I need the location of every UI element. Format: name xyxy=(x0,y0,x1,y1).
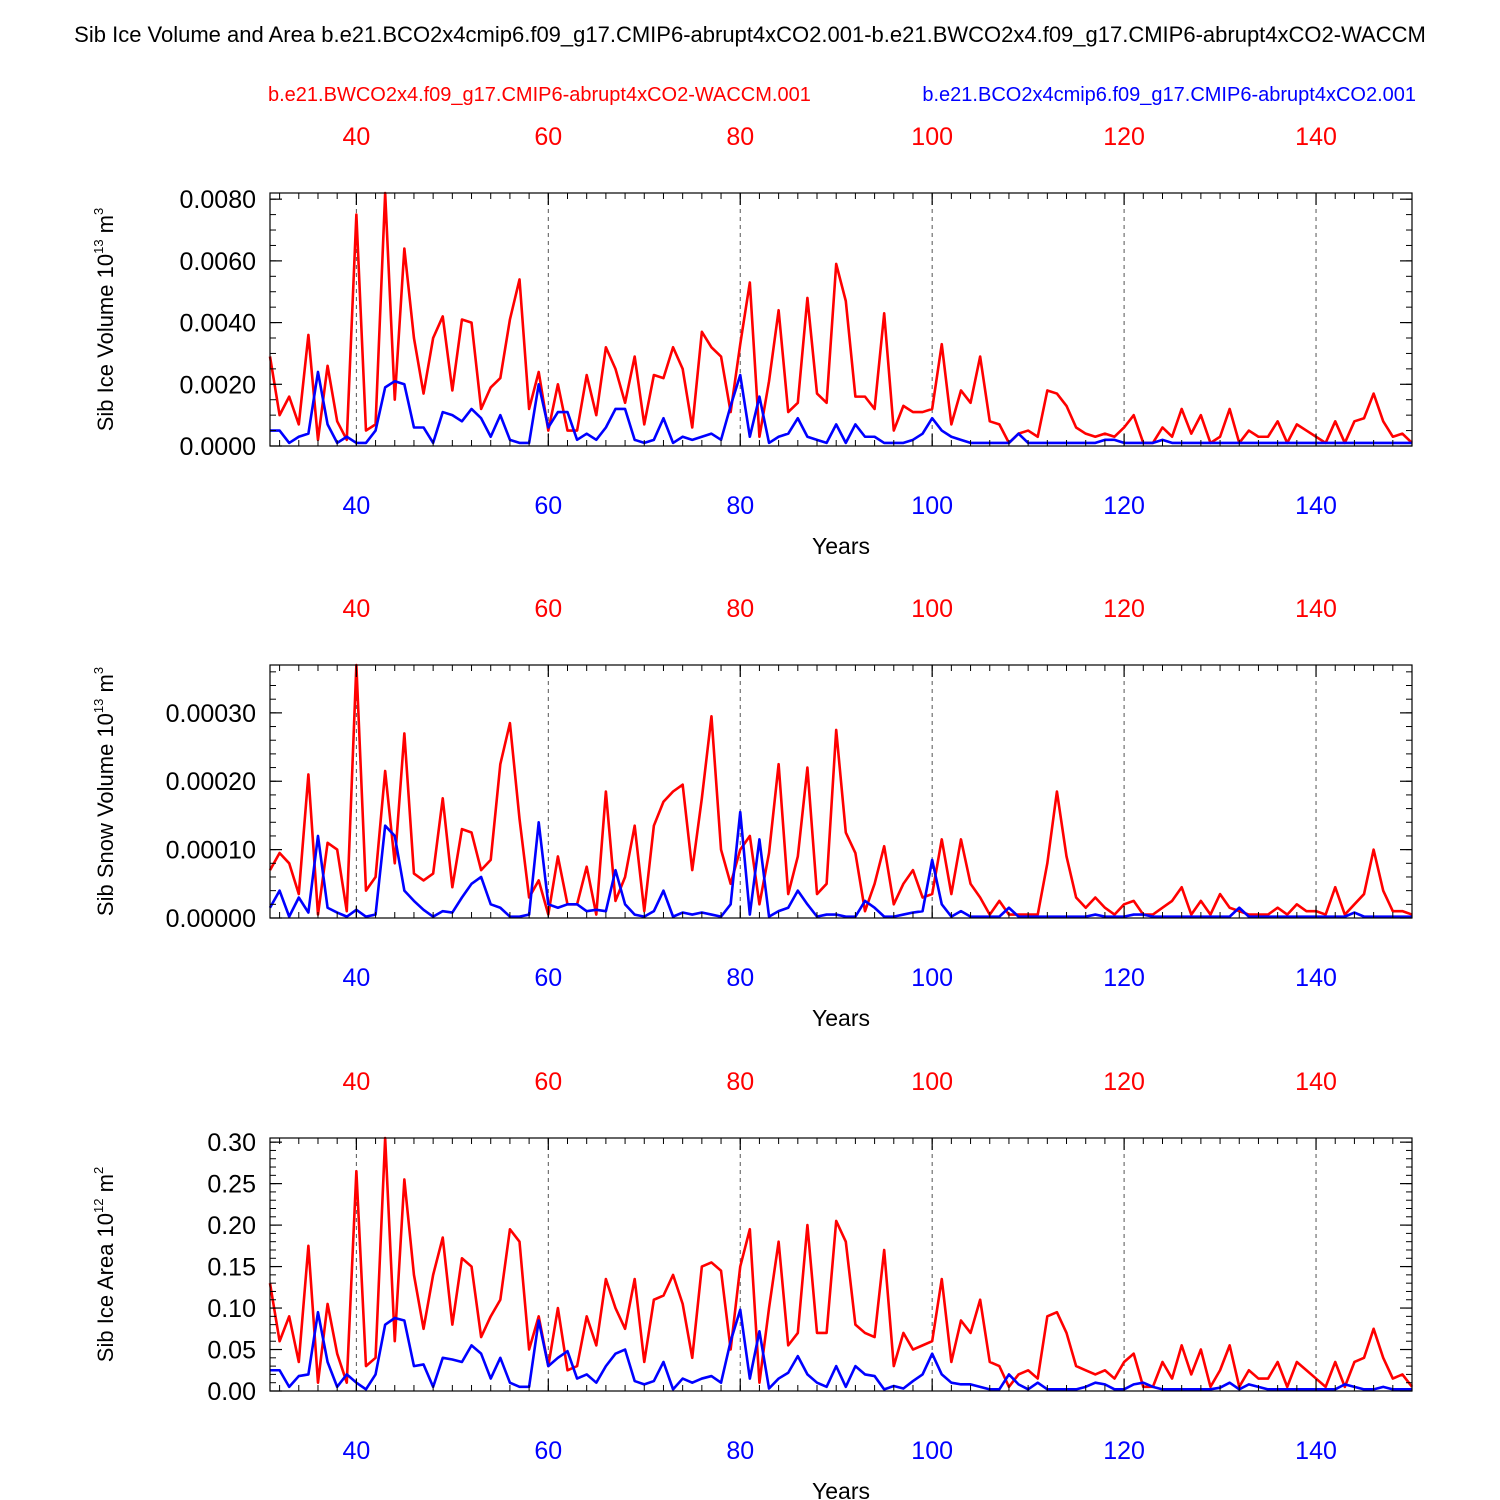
series-line-blue xyxy=(268,810,1412,918)
panel-1: 0.0000 0.0020 0.0040 0.0060 0.0080 40 40 60 60 80… xyxy=(91,123,1413,559)
x-tick-label-top: 80 xyxy=(726,123,754,151)
x-tick-label-bottom: 60 xyxy=(534,964,562,992)
x-tick-label-bottom: 40 xyxy=(342,1437,370,1465)
y-axis-title: Sib Snow Volume 1013 m3 xyxy=(91,667,118,916)
x-tick-label-top: 120 xyxy=(1103,1068,1145,1096)
x-axis-title: Years xyxy=(812,533,870,559)
x-tick-label-bottom: 120 xyxy=(1103,964,1145,992)
legend-blue-label: b.e21.BCO2x4cmip6.f09_g17.CMIP6-abrupt4x… xyxy=(922,84,1416,106)
x-tick-label-top: 40 xyxy=(342,1068,370,1096)
x-tick-label-bottom: 80 xyxy=(726,1437,754,1465)
panel-2: 0.00000 0.00010 0.00020 0.00030 40 40 60 60 80 80… xyxy=(91,595,1413,1031)
y-tick-label: 0.15 xyxy=(207,1254,256,1282)
x-tick-label-bottom: 140 xyxy=(1295,964,1337,992)
y-tick-label: 0.0080 xyxy=(180,186,256,214)
x-tick-label-top: 60 xyxy=(534,595,562,623)
series-line-red xyxy=(268,663,1413,916)
x-tick-label-top: 140 xyxy=(1295,123,1337,151)
y-tick-label: 0.0060 xyxy=(180,248,256,276)
y-tick-label: 0.10 xyxy=(207,1295,256,1323)
x-tick-label-bottom: 80 xyxy=(726,492,754,520)
x-tick-label-bottom: 140 xyxy=(1295,492,1337,520)
main-title: Sib Ice Volume and Area b.e21.BCO2x4cmip… xyxy=(74,22,1426,47)
x-tick-label-bottom: 120 xyxy=(1103,492,1145,520)
x-tick-label-top: 100 xyxy=(911,1068,953,1096)
x-tick-label-top: 40 xyxy=(342,123,370,151)
y-tick-label: 0.00020 xyxy=(166,768,256,796)
x-tick-label-top: 120 xyxy=(1103,123,1145,151)
series-line-red xyxy=(268,1136,1414,1389)
y-tick-label: 0.00 xyxy=(207,1378,256,1406)
y-tick-label: 0.0000 xyxy=(180,433,256,461)
y-tick-label: 0.30 xyxy=(207,1129,256,1157)
x-axis-title: Years xyxy=(812,1478,870,1500)
legend-red-label: b.e21.BWCO2x4.f09_g17.CMIP6-abrupt4xCO2-… xyxy=(268,84,811,106)
x-tick-label-top: 40 xyxy=(342,595,370,623)
plot-frame xyxy=(269,1137,1413,1392)
x-tick-label-bottom: 100 xyxy=(911,964,953,992)
series-line-blue xyxy=(270,1308,1412,1391)
plot-frame xyxy=(269,192,1413,447)
x-tick-label-bottom: 80 xyxy=(726,964,754,992)
x-tick-label-bottom: 40 xyxy=(342,492,370,520)
x-axis-title: Years xyxy=(812,1005,870,1031)
y-tick-label: 0.0040 xyxy=(180,310,256,338)
x-tick-label-top: 100 xyxy=(911,123,953,151)
y-tick-label: 0.20 xyxy=(207,1212,256,1240)
y-axis-title: Sib Ice Volume 1013 m3 xyxy=(91,208,118,432)
x-tick-label-top: 120 xyxy=(1103,595,1145,623)
x-tick-label-top: 140 xyxy=(1295,595,1337,623)
panels: 0.00000.00200.00400.00600.00804040606080… xyxy=(91,123,1414,1500)
y-tick-label: 0.00030 xyxy=(166,700,256,728)
y-tick-label: 0.25 xyxy=(207,1171,256,1199)
x-tick-label-bottom: 60 xyxy=(534,1437,562,1465)
x-tick-label-bottom: 60 xyxy=(534,492,562,520)
x-tick-label-bottom: 120 xyxy=(1103,1437,1145,1465)
x-tick-label-bottom: 140 xyxy=(1295,1437,1337,1465)
y-tick-label: 0.00000 xyxy=(166,905,256,933)
series-line-blue xyxy=(270,370,1412,445)
x-tick-label-top: 140 xyxy=(1295,1068,1337,1096)
panel-3: 0.00 0.05 0.10 0.15 0.20 0.25 0.30 40 40 60 60 80 80… xyxy=(91,1068,1414,1500)
y-tick-label: 0.0020 xyxy=(180,371,256,399)
x-tick-label-bottom: 40 xyxy=(342,964,370,992)
x-tick-label-top: 80 xyxy=(726,1068,754,1096)
y-axis-title: Sib Ice Area 1012 m2 xyxy=(91,1167,118,1362)
x-tick-label-top: 60 xyxy=(534,1068,562,1096)
x-tick-label-bottom: 100 xyxy=(911,1437,953,1465)
y-tick-label: 0.05 xyxy=(207,1337,256,1365)
x-tick-label-bottom: 100 xyxy=(911,492,953,520)
plot-frame xyxy=(269,664,1413,919)
x-tick-label-top: 60 xyxy=(534,123,562,151)
series-line-red xyxy=(268,191,1413,445)
x-tick-label-top: 80 xyxy=(726,595,754,623)
x-tick-label-top: 100 xyxy=(911,595,953,623)
y-tick-label: 0.00010 xyxy=(166,837,256,865)
